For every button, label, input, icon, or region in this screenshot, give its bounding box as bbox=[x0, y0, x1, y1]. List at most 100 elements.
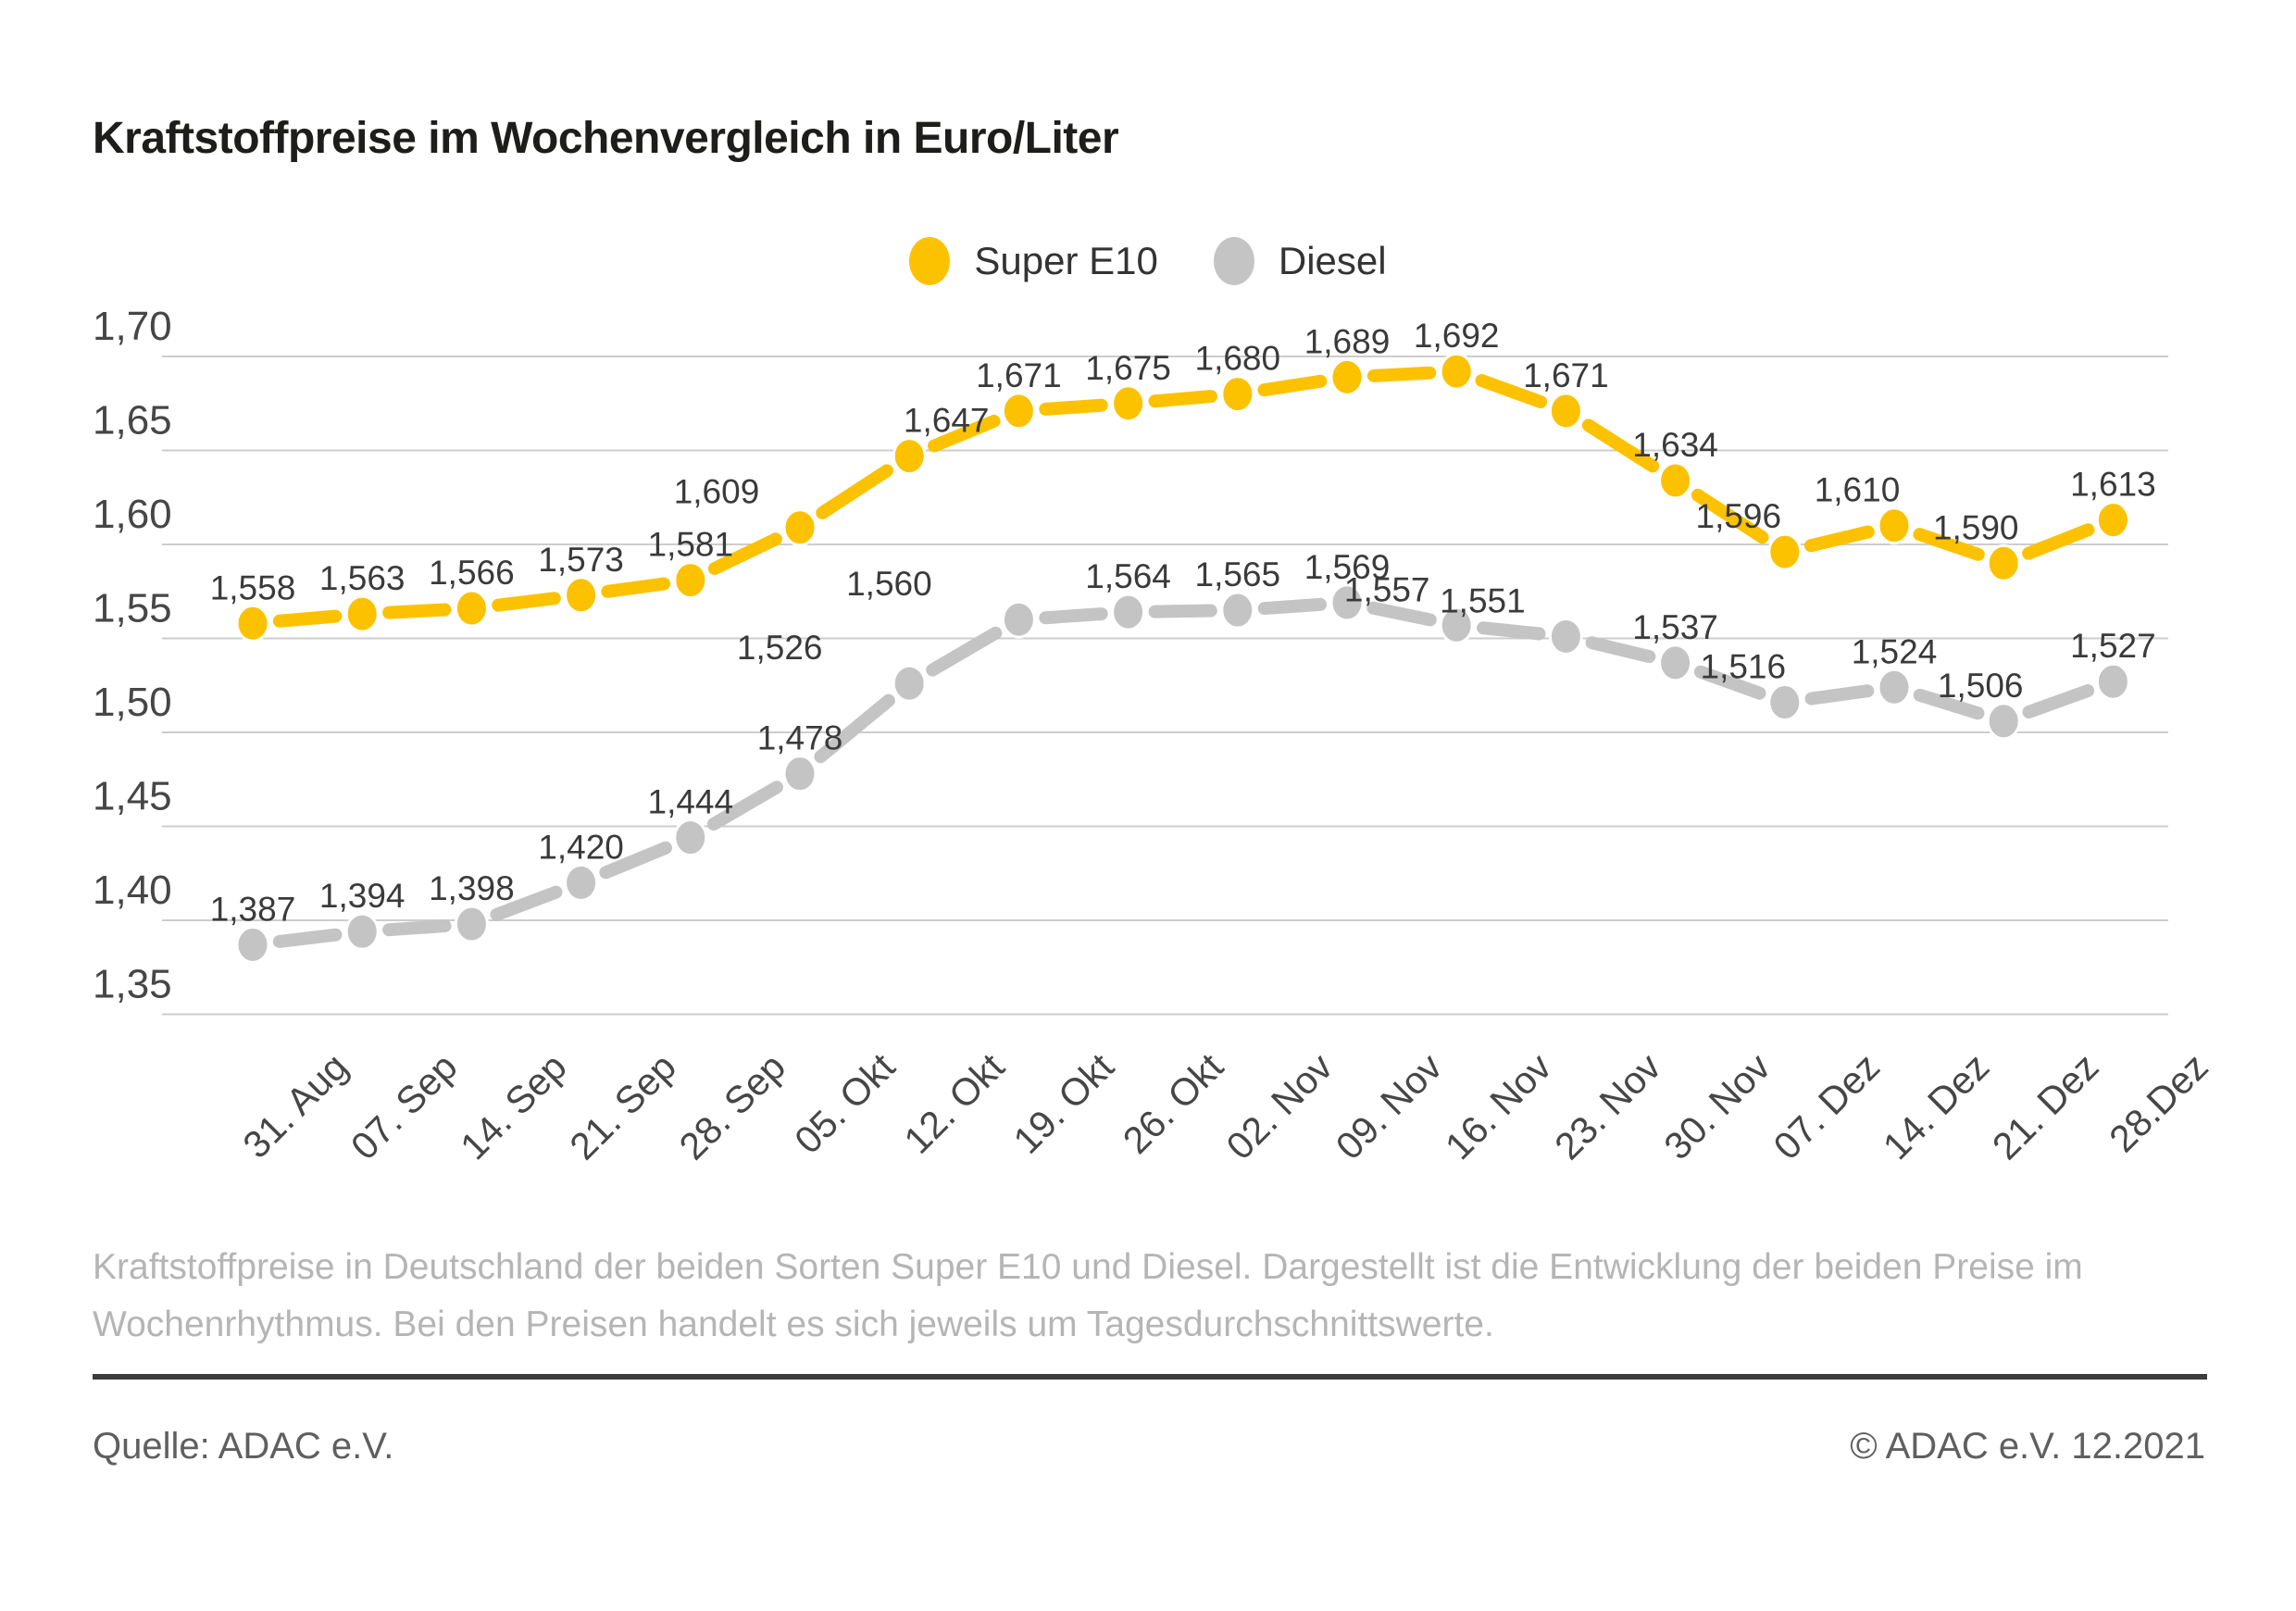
chart-legend: Super E10 Diesel bbox=[0, 237, 2296, 285]
x-axis-tick-label: 31. Aug bbox=[234, 1045, 356, 1167]
data-point-label: 1,506 bbox=[1938, 667, 2024, 705]
y-axis-tick-label: 1,45 bbox=[93, 774, 172, 819]
data-point-label: 1,613 bbox=[2070, 466, 2156, 504]
series-line-segment bbox=[1039, 607, 1108, 625]
y-axis-tick-label: 1,65 bbox=[93, 398, 172, 443]
series-line-segment bbox=[1366, 601, 1437, 627]
data-point-marker bbox=[235, 604, 270, 643]
data-point-marker bbox=[1001, 392, 1036, 431]
series-line-segment bbox=[382, 603, 452, 619]
data-point-marker bbox=[1111, 593, 1146, 631]
y-axis-tick-label: 1,50 bbox=[93, 680, 172, 725]
data-point-marker bbox=[454, 589, 489, 628]
data-point-label: 1,590 bbox=[1933, 508, 2019, 546]
y-axis-tick-label: 1,60 bbox=[93, 492, 172, 537]
data-point-label: 1,537 bbox=[1632, 608, 1718, 646]
data-point-marker bbox=[1329, 583, 1365, 622]
page-title: Kraftstoffpreise im Wochenvergleich in E… bbox=[93, 114, 1119, 163]
series-line-segment bbox=[1913, 688, 1985, 720]
legend-dot-diesel-icon bbox=[1213, 237, 1254, 285]
data-point-label: 1,609 bbox=[674, 473, 760, 511]
data-point-label: 1,551 bbox=[1440, 581, 1526, 619]
series-line-segment bbox=[1804, 684, 1875, 706]
x-axis-tick-label: 26. Okt bbox=[1115, 1044, 1231, 1161]
series-line-segment bbox=[1148, 604, 1217, 618]
x-axis-tick-label: 21. Sep bbox=[561, 1045, 683, 1168]
data-point-marker bbox=[1877, 506, 1912, 545]
data-point-label: 1,526 bbox=[737, 629, 823, 667]
legend-label-super-e10: Super E10 bbox=[974, 239, 1158, 282]
x-axis-tick-label: 23. Nov bbox=[1546, 1044, 1669, 1168]
x-axis-tick-label: 28. Sep bbox=[671, 1045, 793, 1168]
x-axis-tick-label: 19. Okt bbox=[1005, 1044, 1122, 1161]
data-point-label: 1,566 bbox=[429, 554, 515, 592]
series-line-segment bbox=[928, 414, 1001, 453]
data-point-marker bbox=[235, 925, 270, 964]
series-line-segment bbox=[706, 781, 783, 831]
data-point-label: 1,444 bbox=[648, 783, 734, 821]
source-text: Quelle: ADAC e.V. bbox=[93, 1426, 394, 1467]
data-point-label: 1,394 bbox=[319, 877, 406, 915]
series-line-segment bbox=[490, 885, 563, 921]
data-point-marker bbox=[1767, 532, 1803, 571]
legend-label-diesel: Diesel bbox=[1278, 239, 1387, 282]
data-point-marker bbox=[564, 576, 599, 615]
data-point-label: 1,573 bbox=[538, 541, 624, 579]
data-point-label: 1,675 bbox=[1085, 349, 1171, 387]
data-point-label: 1,516 bbox=[1701, 648, 1787, 686]
data-point-marker bbox=[2095, 662, 2130, 701]
data-point-marker bbox=[1658, 461, 1693, 500]
series-line-segment bbox=[1257, 374, 1328, 397]
x-axis-tick-label: 07. Dez bbox=[1766, 1045, 1888, 1168]
y-axis-tick-label: 1,70 bbox=[93, 310, 172, 349]
data-point-marker bbox=[1439, 352, 1474, 391]
data-point-marker bbox=[1439, 606, 1474, 644]
copyright-text: © ADAC e.V. 12.2021 bbox=[1850, 1426, 2205, 1467]
data-point-label: 1,558 bbox=[210, 568, 296, 606]
x-axis-tick-label: 02. Nov bbox=[1218, 1044, 1341, 1168]
data-point-label: 1,610 bbox=[1815, 471, 1901, 509]
series-line-segment bbox=[1477, 621, 1546, 641]
data-point-marker bbox=[1111, 384, 1146, 423]
series-line-segment bbox=[1913, 528, 1985, 561]
y-axis-tick-label: 1,40 bbox=[93, 868, 172, 913]
series-line-segment bbox=[599, 841, 672, 880]
series-line-segment bbox=[707, 532, 782, 576]
x-axis-tick-label: 12. Okt bbox=[896, 1044, 1013, 1161]
series-line-segment bbox=[816, 464, 893, 519]
data-point-marker bbox=[1001, 600, 1036, 639]
data-point-label: 1,560 bbox=[846, 565, 932, 603]
series-line-segment bbox=[2022, 523, 2095, 560]
legend-item-super-e10: Super E10 bbox=[909, 237, 1158, 285]
series-line-segment bbox=[1366, 366, 1437, 382]
data-point-marker bbox=[1986, 702, 2021, 741]
series-line-segment bbox=[926, 626, 1003, 677]
series-line-segment bbox=[814, 693, 895, 764]
series-line-segment bbox=[1257, 597, 1328, 616]
data-point-marker bbox=[1986, 543, 2021, 582]
data-point-label: 1,524 bbox=[1852, 632, 1938, 670]
series-line-segment bbox=[1693, 665, 1766, 700]
data-point-label: 1,671 bbox=[1523, 356, 1609, 394]
series-line-segment bbox=[272, 609, 343, 628]
series-line-segment bbox=[1691, 488, 1769, 544]
chart-description-line-1: Kraftstoffpreise in Deutschland der beid… bbox=[93, 1247, 2083, 1287]
series-line-segment bbox=[1585, 636, 1656, 664]
data-point-label: 1,387 bbox=[210, 890, 296, 928]
x-axis-tick-label: 21. Dez bbox=[1984, 1045, 2106, 1168]
data-point-marker bbox=[1767, 683, 1803, 722]
data-point-label: 1,563 bbox=[319, 559, 406, 597]
data-point-label: 1,478 bbox=[757, 719, 843, 757]
series-line-segment bbox=[1803, 525, 1875, 553]
series-line-segment bbox=[1475, 374, 1548, 409]
chart-description: Kraftstoffpreise in Deutschland der beid… bbox=[93, 1239, 2222, 1353]
data-point-marker bbox=[2095, 501, 2130, 540]
data-point-label: 1,569 bbox=[1304, 548, 1391, 586]
data-point-label: 1,557 bbox=[1344, 570, 1430, 608]
data-point-label: 1,596 bbox=[1696, 497, 1782, 535]
data-point-marker bbox=[1220, 591, 1255, 630]
x-axis-tick-label: 05. Okt bbox=[786, 1044, 903, 1161]
x-axis-tick-label: 16. Nov bbox=[1437, 1044, 1560, 1168]
x-axis-tick-label: 14. Sep bbox=[452, 1045, 574, 1168]
